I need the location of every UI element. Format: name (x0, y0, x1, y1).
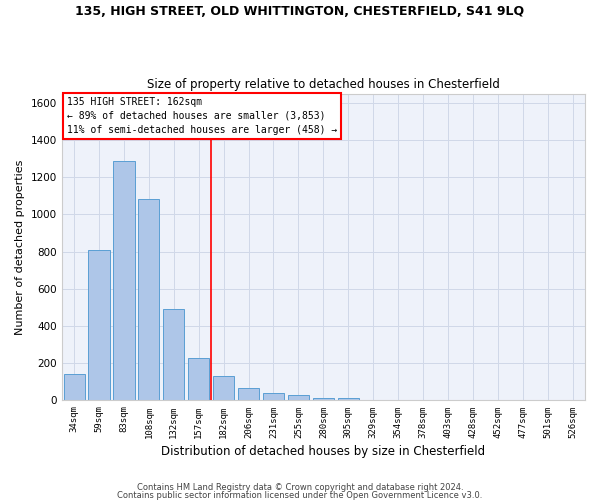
Bar (213, 376, 234, 400)
Y-axis label: Number of detached properties: Number of detached properties (15, 160, 25, 334)
Bar (288, 395, 309, 400)
Bar (138, 198, 160, 400)
Bar (163, 310, 184, 400)
X-axis label: Distribution of detached houses by size in Chesterfield: Distribution of detached houses by size … (161, 444, 485, 458)
Text: 135 HIGH STREET: 162sqm
← 89% of detached houses are smaller (3,853)
11% of semi: 135 HIGH STREET: 162sqm ← 89% of detache… (67, 96, 337, 134)
Text: Contains HM Land Registry data © Crown copyright and database right 2024.: Contains HM Land Registry data © Crown c… (137, 483, 463, 492)
Bar (64, 374, 85, 400)
Title: Size of property relative to detached houses in Chesterfield: Size of property relative to detached ho… (147, 78, 500, 91)
Bar (313, 398, 334, 400)
Bar (188, 358, 209, 401)
Bar (238, 388, 259, 400)
Text: Contains public sector information licensed under the Open Government Licence v3: Contains public sector information licen… (118, 490, 482, 500)
Bar (338, 398, 359, 400)
Text: 135, HIGH STREET, OLD WHITTINGTON, CHESTERFIELD, S41 9LQ: 135, HIGH STREET, OLD WHITTINGTON, CHEST… (76, 5, 524, 18)
Bar (263, 393, 284, 400)
Bar (113, 162, 134, 400)
Bar (88, 250, 110, 400)
